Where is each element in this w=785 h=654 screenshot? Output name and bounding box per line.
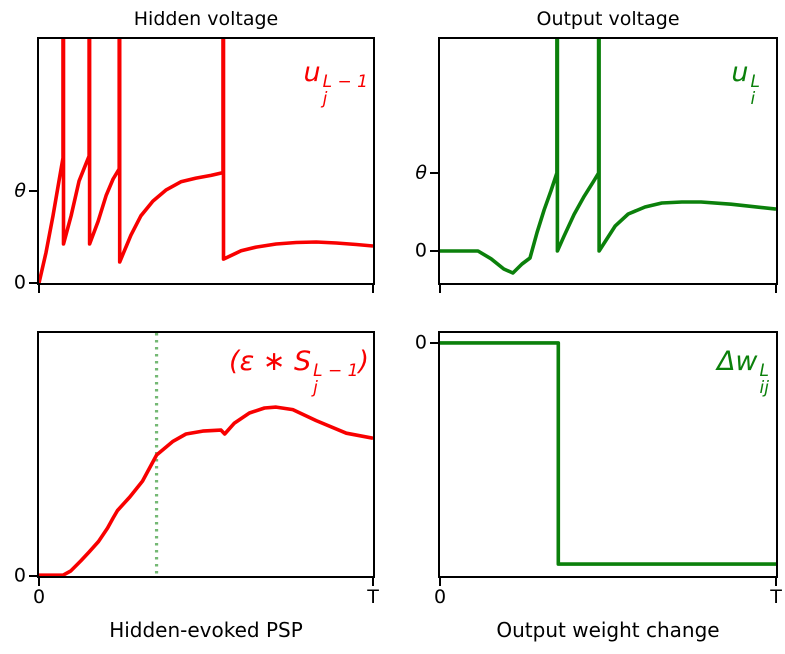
x-tick-mark — [372, 578, 374, 586]
x-tick-label: 0 — [433, 586, 447, 608]
label-superscript: L − 1 — [322, 72, 368, 93]
x-tick-label: 0 — [32, 586, 46, 608]
label-subscript: ij — [759, 377, 769, 398]
label-superscript: L — [750, 72, 760, 93]
output-voltage-trace-plot — [440, 39, 776, 275]
x-axis-label-output-weight-change: Output weight change — [496, 618, 720, 642]
x-tick-mark — [775, 285, 777, 293]
y-tick-mark — [29, 575, 37, 577]
y-tick-mark — [29, 282, 37, 284]
y-tick-mark — [430, 250, 438, 253]
label-subscript: i — [750, 88, 756, 109]
x-tick-mark — [372, 285, 374, 293]
y-tick-mark — [430, 341, 438, 344]
y-tick-label: 0 — [414, 239, 427, 262]
label-superscript: L — [759, 361, 769, 382]
label-base: u — [303, 57, 321, 88]
x-tick-mark — [439, 285, 441, 293]
x-tick-mark — [38, 285, 40, 293]
panel-title-hidden-voltage: Hidden voltage — [133, 8, 279, 30]
y-tick-label: 0 — [13, 564, 26, 587]
label-post: ) — [358, 346, 369, 377]
y-tick-mark — [430, 172, 438, 174]
x-tick-label: T — [367, 586, 379, 608]
label-subscript: j — [313, 377, 318, 398]
y-tick-label: θ — [415, 161, 427, 184]
label-base: (ε ∗ S — [229, 346, 312, 377]
x-tick-mark — [439, 578, 441, 586]
label-subscript: j — [322, 88, 328, 109]
hidden-voltage-trace-plot — [39, 39, 373, 283]
x-axis-label-hidden-evoked-psp: Hidden-evoked PSP — [109, 618, 303, 642]
y-tick-label: 0 — [414, 331, 427, 354]
hidden-voltage-trace — [39, 39, 373, 283]
panel-title-output-voltage: Output voltage — [536, 8, 680, 30]
hidden-evoked-psp-plot — [39, 333, 373, 576]
y-tick-label: 0 — [13, 271, 26, 294]
y-tick-mark — [29, 189, 37, 192]
output-voltage-trace — [440, 39, 776, 275]
x-tick-label: T — [770, 586, 782, 608]
output-weight-change-plot — [440, 341, 776, 566]
label-base: u — [731, 57, 749, 88]
hidden-evoked-psp-trace — [39, 405, 373, 576]
y-tick-label: θ — [14, 179, 26, 202]
label-base: Δw — [716, 346, 758, 377]
x-tick-mark — [38, 578, 40, 586]
label-superscript: L − 1 — [313, 361, 359, 382]
output-weight-change-trace — [440, 341, 776, 566]
x-tick-mark — [775, 578, 777, 586]
